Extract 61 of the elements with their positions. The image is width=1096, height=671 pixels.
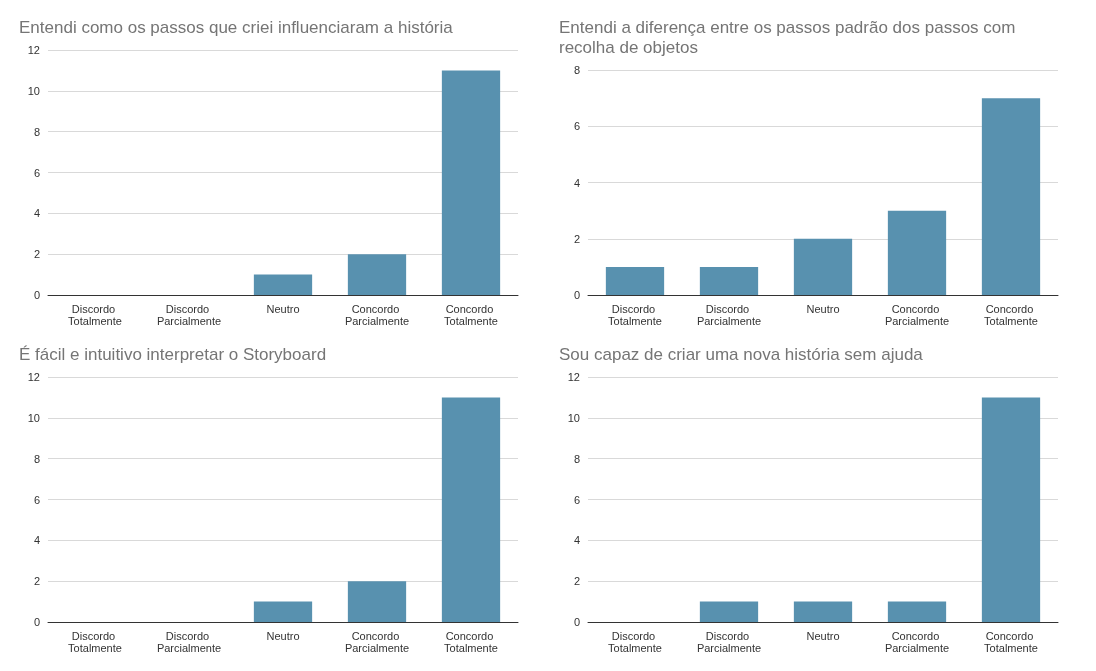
y-tick-label: 2 (33, 575, 40, 588)
y-tick-label: 2 (573, 575, 580, 588)
x-tick-label: Neutro (266, 630, 300, 642)
y-tick-label: 12 (567, 371, 580, 383)
y-tick-label: 2 (573, 232, 580, 245)
x-tick-label: Discordo Totalmente (608, 630, 662, 654)
x-tick-label: Neutro (806, 303, 840, 315)
y-tick-label: 8 (33, 452, 40, 465)
y-tick-label: 8 (33, 125, 40, 138)
bar (441, 70, 501, 295)
x-tick-label: Concordo Totalmente (984, 630, 1038, 654)
y-tick-label: 8 (573, 64, 580, 76)
chart-title: É fácil e intuitivo interpretar o Storyboard (19, 344, 327, 364)
chart-title: Entendi a diferença entre os passos padrão dos passos com recolha de objetos (559, 17, 1016, 57)
x-tick-label: Discordo Totalmente (68, 303, 122, 327)
x-tick-label: Neutro (806, 630, 840, 642)
y-tick-label: 0 (33, 616, 40, 628)
chart-title: Sou capaz de criar uma nova história sem ajuda (559, 344, 924, 364)
bar (347, 254, 407, 295)
bar (793, 238, 853, 295)
y-tick-label: 10 (567, 411, 580, 424)
bar (253, 601, 313, 622)
y-tick-label: 12 (27, 44, 40, 56)
x-tick-label: Concordo Parcialmente (344, 303, 410, 327)
bar (981, 98, 1041, 295)
y-tick-label: 6 (573, 120, 580, 133)
x-tick-label: Concordo Totalmente (444, 303, 498, 327)
x-tick-label: Concordo Totalmente (444, 630, 498, 654)
x-tick-label: Discordo Parcialmente (696, 303, 762, 327)
x-tick-label: Discordo Parcialmente (156, 303, 222, 327)
bar (347, 581, 407, 622)
bar (887, 210, 947, 295)
bar (605, 266, 665, 295)
bar (699, 266, 759, 295)
chart-title: Entendi como os passos que criei influenciaram a história (19, 17, 454, 37)
y-tick-label: 2 (33, 248, 40, 261)
x-tick-label: Concordo Parcialmente (884, 303, 950, 327)
bar (441, 397, 501, 622)
x-tick-label: Discordo Totalmente (608, 303, 662, 327)
x-tick-label: Discordo Totalmente (68, 630, 122, 654)
x-tick-label: Concordo Totalmente (984, 303, 1038, 327)
bar (253, 274, 313, 295)
x-tick-label: Concordo Parcialmente (344, 630, 410, 654)
y-tick-label: 4 (33, 207, 40, 220)
y-tick-label: 4 (33, 534, 40, 547)
y-tick-label: 6 (573, 493, 580, 506)
x-tick-label: Discordo Parcialmente (156, 630, 222, 654)
y-tick-label: 12 (27, 371, 40, 383)
y-tick-label: 4 (573, 534, 580, 547)
y-tick-label: 6 (33, 166, 40, 179)
y-tick-label: 0 (573, 289, 580, 301)
x-tick-label: Neutro (266, 303, 300, 315)
y-tick-label: 6 (33, 493, 40, 506)
y-tick-label: 0 (33, 289, 40, 301)
y-tick-label: 8 (573, 452, 580, 465)
y-tick-label: 10 (27, 84, 40, 97)
x-tick-label: Concordo Parcialmente (884, 630, 950, 654)
y-tick-label: 10 (27, 411, 40, 424)
y-tick-label: 0 (573, 616, 580, 628)
y-tick-label: 4 (573, 176, 580, 189)
x-tick-label: Discordo Parcialmente (696, 630, 762, 654)
